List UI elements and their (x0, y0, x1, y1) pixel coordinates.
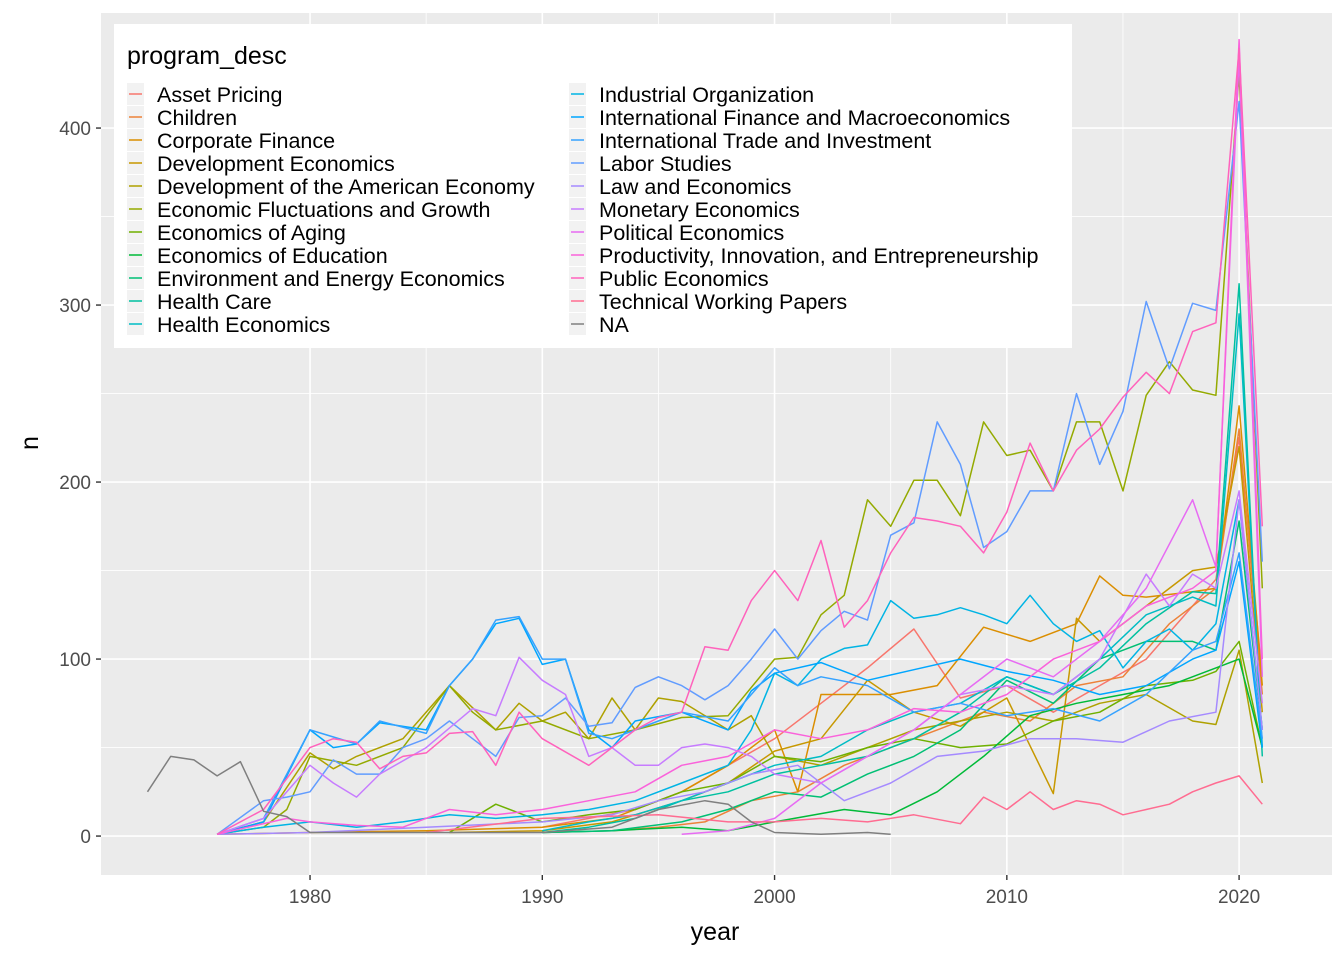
series-line-law-and-economics (217, 499, 1264, 836)
x-tick-label: 1990 (521, 887, 563, 908)
legend-label-monetary-economics: Monetary Economics (599, 198, 800, 222)
legend-label-labor-studies: Labor Studies (599, 152, 732, 176)
y-axis-title: n (16, 436, 44, 450)
x-tick-label: 1980 (289, 887, 331, 908)
series-line-economic-fluctuations-and-growth (216, 72, 1264, 836)
series-line-productivity-innovation-and-entrepreneurship (216, 38, 1264, 836)
series-line-environment-and-energy-economics (542, 520, 1264, 834)
legend-label-children: Children (157, 106, 237, 130)
x-axis: 1980 1990 2000 2010 2020 (289, 875, 1260, 908)
legend-label-economics-of-aging: Economics of Aging (157, 221, 346, 245)
series-line-economics-of-education (542, 658, 1264, 834)
x-axis-title: year (691, 918, 740, 946)
y-tick-label: 100 (59, 650, 91, 671)
legend-label-political-economics: Political Economics (599, 221, 784, 245)
y-axis: 0 100 200 300 400 (59, 119, 101, 848)
legend-label-international-finance-and-macroeconomics: International Finance and Macroeconomics (599, 106, 1010, 130)
series-line-development-of-the-american-economy (216, 649, 1264, 836)
series-line-political-economics (681, 56, 1264, 836)
x-tick-label: 2020 (1218, 887, 1260, 908)
series-line-monetary-economics (216, 490, 1264, 836)
legend: program_desc Asset PricingChildrenCorpor… (114, 24, 1072, 348)
series-line-public-economics (216, 47, 1264, 835)
legend-label-industrial-organization: Industrial Organization (599, 83, 814, 107)
y-tick-label: 300 (59, 296, 91, 317)
legend-label-development-of-the-american-economy: Development of the American Economy (157, 175, 535, 199)
legend-label-development-economics: Development Economics (157, 152, 395, 176)
legend-label-productivity-innovation-and-entrepreneurship: Productivity, Innovation, and Entreprene… (599, 244, 1038, 268)
legend-label-health-care: Health Care (157, 290, 272, 314)
y-tick-label: 400 (59, 119, 91, 140)
series-lines (146, 38, 1264, 836)
legend-label-environment-and-energy-economics: Environment and Energy Economics (157, 267, 505, 291)
series-line-industrial-organization (216, 499, 1264, 836)
series-line-international-finance-and-macroeconomics (216, 560, 1264, 836)
legend-label-economic-fluctuations-and-growth: Economic Fluctuations and Growth (157, 198, 490, 222)
legend-label-technical-working-papers: Technical Working Papers (599, 290, 847, 314)
series-line-labor-studies (216, 100, 1264, 835)
x-tick-label: 2010 (986, 887, 1028, 908)
legend-label-public-economics: Public Economics (599, 267, 769, 291)
legend-label-corporate-finance: Corporate Finance (157, 129, 335, 153)
y-tick-label: 200 (59, 473, 91, 494)
legend-label-health-economics: Health Economics (157, 313, 330, 337)
legend-label-na: NA (599, 313, 630, 337)
series-line-corporate-finance (217, 405, 1264, 836)
legend-background (114, 24, 1072, 348)
legend-label-international-trade-and-investment: International Trade and Investment (599, 129, 931, 153)
y-tick-label: 0 (80, 827, 91, 848)
series-line-na (146, 755, 891, 836)
legend-label-asset-pricing: Asset Pricing (157, 83, 282, 107)
legend-label-economics-of-education: Economics of Education (157, 244, 388, 268)
legend-label-law-and-economics: Law and Economics (599, 175, 791, 199)
legend-title: program_desc (127, 42, 287, 70)
x-tick-label: 2000 (753, 887, 795, 908)
